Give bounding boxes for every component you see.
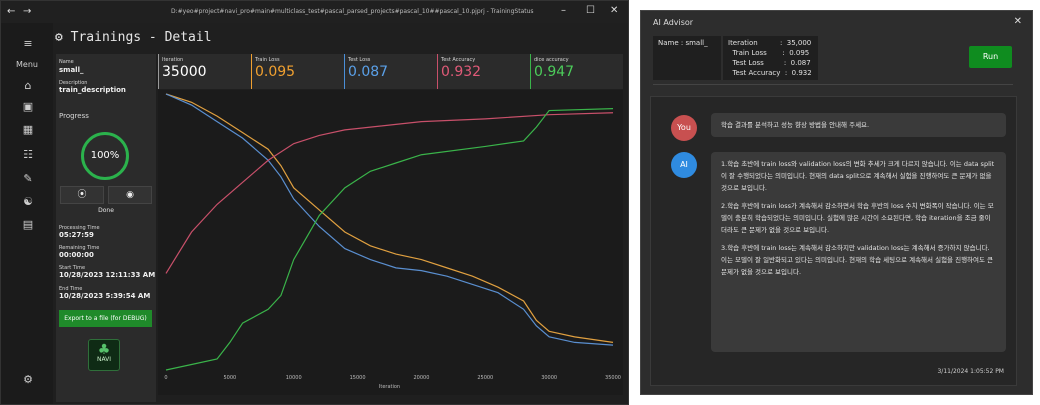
- status-text: Done: [98, 207, 114, 214]
- maximize-button[interactable]: ☐: [586, 5, 595, 16]
- ai-avatar: AI: [671, 152, 697, 178]
- sidebar: ≡ Menu ⌂ ▣ ▦ ☷ ✎ ☯ ▤ ⚙: [1, 23, 53, 404]
- hamburger-menu-icon[interactable]: ≡: [23, 37, 33, 50]
- close-button[interactable]: ✕: [610, 5, 619, 16]
- ai-paragraph-1: 1.학습 초반에 train loss와 validation loss의 변화…: [721, 160, 995, 192]
- progress-ring: 100%: [81, 132, 129, 180]
- window-path: D:#yeo#project#navi_pro#main#multiclass_…: [171, 8, 534, 15]
- ai-paragraph-3: 3.학습 후반에 train loss는 계속해서 감소하지만 validati…: [721, 244, 994, 276]
- x-axis-label: Iteration: [379, 384, 400, 390]
- metric-card: Test Loss 0.087: [344, 54, 437, 89]
- advisor-close-button[interactable]: ✕: [1013, 16, 1022, 27]
- start-time-value: 10/28/2023 12:11:33 AM: [59, 271, 156, 279]
- gear-icon[interactable]: ⚙: [23, 373, 33, 386]
- x-tick-label: 15000: [350, 375, 366, 381]
- back-arrow-icon[interactable]: ←: [7, 6, 16, 17]
- metric-value: 0.947: [534, 64, 575, 80]
- end-time-value: 10/28/2023 5:39:54 AM: [59, 292, 151, 300]
- metric-label: Test Accuracy: [441, 57, 476, 63]
- metric-label: Test Loss: [348, 57, 371, 63]
- start-time-label: Start Time: [59, 265, 86, 271]
- name-label: Name: [59, 59, 74, 65]
- minimize-button[interactable]: –: [561, 5, 566, 16]
- training-chart: 0 5000 10000 15000 20000 25000 30000 35000 Itera…: [158, 90, 623, 395]
- title-bar: ← → D:#yeo#project#navi_pro#main#multicl…: [1, 1, 628, 23]
- navi-logo: ♣ NAVI: [88, 339, 120, 371]
- you-avatar: You: [671, 115, 697, 141]
- advisor-name-box: Name : small_: [653, 36, 721, 80]
- metric-value: 0.932: [441, 64, 482, 80]
- brain-icon[interactable]: ☯: [23, 195, 33, 208]
- settings-sliders-icon[interactable]: ☷: [23, 148, 33, 161]
- metric-card: Train Loss 0.095: [251, 54, 344, 89]
- labeling-icon[interactable]: ▦: [22, 123, 34, 136]
- x-tick-label: 25000: [477, 375, 493, 381]
- run-button[interactable]: Run: [969, 46, 1012, 68]
- home-icon[interactable]: ⌂: [24, 79, 32, 92]
- message-timestamp: 3/11/2024 1:05:52 PM: [937, 368, 1004, 375]
- x-tick-label: 35000: [605, 375, 621, 381]
- metric-value: 0.095: [255, 64, 296, 80]
- magic-wand-icon[interactable]: ✎: [23, 172, 33, 185]
- metric-value: 0.087: [348, 64, 389, 80]
- remaining-time-label: Remaining Time: [59, 245, 100, 251]
- training-window: ← → D:#yeo#project#navi_pro#main#multicl…: [0, 0, 629, 405]
- brain-title-icon: ⚙: [55, 30, 71, 45]
- advisor-stats-box: Iteration : 35,000 Train Loss : 0.095 Te…: [723, 36, 818, 80]
- progress-label: Progress: [59, 112, 89, 120]
- series-line: [165, 108, 614, 371]
- metric-label: dice accuracy: [534, 57, 569, 63]
- end-time-label: End Time: [59, 286, 83, 292]
- series-line: [165, 112, 614, 274]
- chart-icon[interactable]: ▤: [22, 218, 34, 231]
- user-message: 학습 결과를 분석하고 성능 향상 방법을 안내해 주세요.: [711, 113, 1006, 137]
- metric-label: Iteration: [162, 57, 184, 63]
- metric-card: Iteration 35000: [158, 54, 251, 89]
- processing-time-label: Processing Time: [59, 225, 100, 231]
- ai-paragraph-2: 2.학습 후반에 train loss가 계속해서 감소하면서 학습 후반의 l…: [721, 202, 994, 234]
- info-panel: Name small_ Description train_descriptio…: [56, 54, 156, 402]
- metric-card: dice accuracy 0.947: [530, 54, 623, 89]
- description-value: train_description: [59, 86, 126, 94]
- ai-message: 1.학습 초반에 train loss와 validation loss의 변화…: [711, 152, 1006, 352]
- description-label: Description: [59, 80, 88, 86]
- advisor-title: AI Advisor: [653, 18, 694, 27]
- remaining-time-value: 00:00:00: [59, 251, 94, 259]
- stop-button[interactable]: ◉: [108, 186, 152, 204]
- ai-advisor-window: AI Advisor ✕ Name : small_ Iteration : 3…: [640, 10, 1033, 395]
- tree-logo-icon: ♣: [97, 342, 111, 358]
- metric-label: Train Loss: [255, 57, 280, 63]
- x-tick-label: 10000: [286, 375, 302, 381]
- x-tick-label: 20000: [413, 375, 429, 381]
- series-line: [165, 93, 614, 346]
- export-button[interactable]: Export to a file (for DEBUG): [59, 310, 152, 327]
- metric-value: 35000: [162, 64, 207, 80]
- metric-card: Test Accuracy 0.932: [437, 54, 530, 89]
- forward-arrow-icon[interactable]: →: [23, 6, 32, 17]
- play-button[interactable]: ⦿: [60, 186, 104, 204]
- x-tick-label: 0: [164, 375, 167, 381]
- divider: [653, 84, 1013, 85]
- x-tick-label: 5000: [223, 375, 236, 381]
- x-tick-label: 30000: [541, 375, 557, 381]
- series-line: [165, 93, 614, 343]
- images-icon[interactable]: ▣: [22, 100, 34, 113]
- name-value: small_: [59, 66, 84, 74]
- chart-svg: 0 5000 10000 15000 20000 25000 30000 35000 Itera…: [164, 93, 621, 390]
- page-title: ⚙ Trainings - Detail: [55, 30, 212, 45]
- metrics-bar: Iteration 35000 Train Loss 0.095 Test Loss 0.…: [158, 54, 623, 89]
- menu-label: Menu: [16, 60, 38, 69]
- chat-panel: You 학습 결과를 분석하고 성능 향상 방법을 안내해 주세요. AI 1.…: [650, 96, 1017, 386]
- processing-time-value: 05:27:59: [59, 231, 94, 239]
